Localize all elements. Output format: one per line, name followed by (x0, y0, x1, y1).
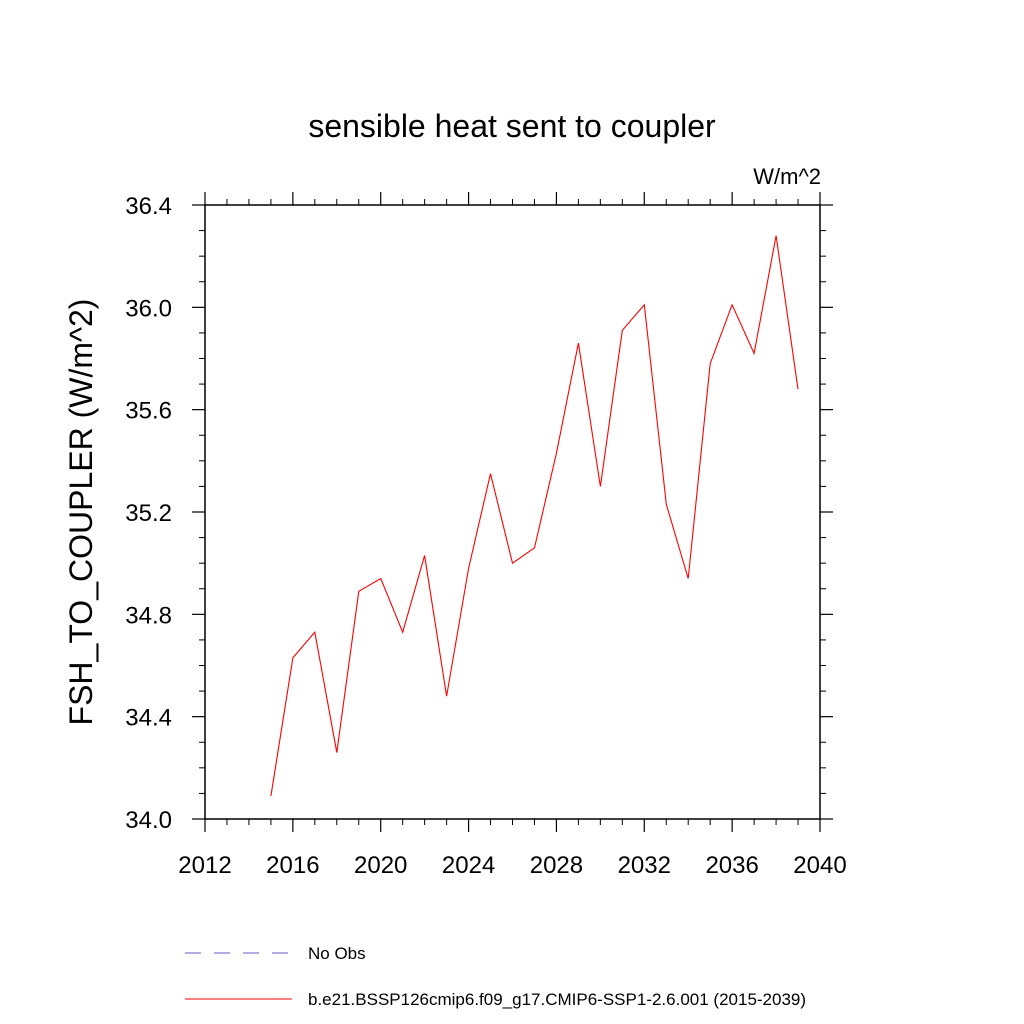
x-tick-label: 2032 (618, 852, 671, 879)
series-layer (270, 235, 799, 797)
series-line (270, 235, 799, 797)
chart-title: sensible heat sent to coupler (308, 108, 716, 144)
x-tick-label: 2024 (442, 852, 495, 879)
y-tick-label: 36.4 (125, 193, 172, 220)
legend-label: No Obs (308, 944, 366, 963)
x-tick-label: 2012 (178, 852, 231, 879)
x-tick-label: 2036 (705, 852, 758, 879)
legend: No Obs b.e21.BSSP126cmip6.f09_g17.CMIP6-S… (185, 944, 806, 1009)
y-tick-label: 34.0 (125, 807, 172, 834)
x-tick-label: 2016 (266, 852, 319, 879)
y-tick-label: 36.0 (125, 295, 172, 322)
y-tick-label: 35.2 (125, 500, 172, 527)
plot-frame (204, 204, 821, 820)
x-tick-label: 2020 (354, 852, 407, 879)
y-tick-label: 34.8 (125, 602, 172, 629)
legend-label: b.e21.BSSP126cmip6.f09_g17.CMIP6-SSP1-2.… (308, 990, 806, 1009)
ticks-layer: 2012 2016 2020 2024 2028 2032 2036 2040 34.0 34.4… (125, 192, 847, 879)
y-tick-label: 35.6 (125, 398, 172, 425)
units-label: W/m^2 (753, 164, 821, 189)
y-axis-label: FSH_TO_COUPLER (W/m^2) (63, 299, 99, 726)
x-tick-label: 2028 (530, 852, 583, 879)
y-tick-label: 34.4 (125, 705, 172, 732)
x-tick-label: 2040 (793, 852, 846, 879)
